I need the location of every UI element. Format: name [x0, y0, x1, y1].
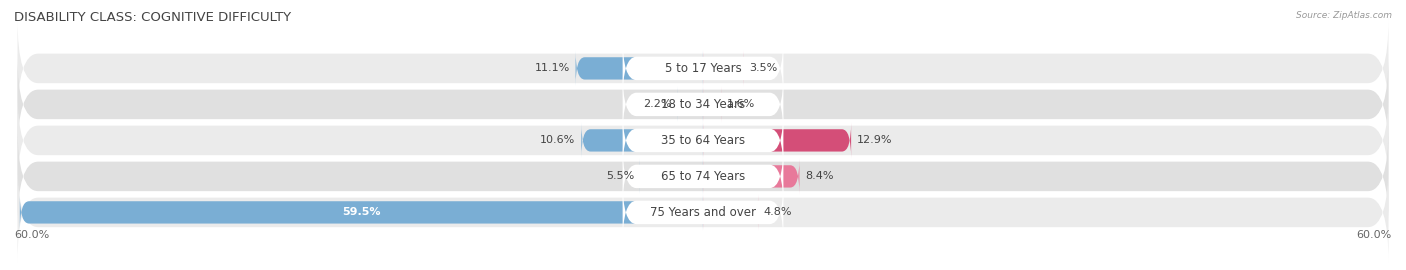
Text: 75 Years and over: 75 Years and over: [650, 206, 756, 219]
FancyBboxPatch shape: [17, 18, 1389, 119]
FancyBboxPatch shape: [17, 126, 1389, 227]
Text: 65 to 74 Years: 65 to 74 Years: [661, 170, 745, 183]
FancyBboxPatch shape: [703, 195, 758, 230]
Text: 10.6%: 10.6%: [540, 135, 575, 146]
Text: Source: ZipAtlas.com: Source: ZipAtlas.com: [1296, 11, 1392, 20]
FancyBboxPatch shape: [623, 109, 783, 172]
FancyBboxPatch shape: [623, 145, 783, 208]
Text: DISABILITY CLASS: COGNITIVE DIFFICULTY: DISABILITY CLASS: COGNITIVE DIFFICULTY: [14, 11, 291, 24]
FancyBboxPatch shape: [17, 54, 1389, 154]
Text: 1.6%: 1.6%: [727, 99, 755, 109]
Text: 8.4%: 8.4%: [806, 171, 834, 181]
Text: 35 to 64 Years: 35 to 64 Years: [661, 134, 745, 147]
Text: 60.0%: 60.0%: [14, 230, 49, 240]
FancyBboxPatch shape: [581, 123, 703, 158]
Text: 12.9%: 12.9%: [856, 135, 893, 146]
FancyBboxPatch shape: [17, 162, 1389, 262]
FancyBboxPatch shape: [623, 181, 783, 244]
Text: 3.5%: 3.5%: [749, 63, 778, 73]
FancyBboxPatch shape: [17, 90, 1389, 190]
FancyBboxPatch shape: [623, 37, 783, 100]
Text: 18 to 34 Years: 18 to 34 Years: [661, 98, 745, 111]
Text: 2.2%: 2.2%: [644, 99, 672, 109]
FancyBboxPatch shape: [703, 159, 800, 194]
FancyBboxPatch shape: [703, 87, 721, 122]
FancyBboxPatch shape: [703, 123, 851, 158]
Text: 5 to 17 Years: 5 to 17 Years: [665, 62, 741, 75]
FancyBboxPatch shape: [20, 195, 703, 230]
FancyBboxPatch shape: [623, 73, 783, 136]
Text: 11.1%: 11.1%: [534, 63, 569, 73]
FancyBboxPatch shape: [575, 51, 703, 86]
Text: 4.8%: 4.8%: [763, 207, 793, 217]
Text: 59.5%: 59.5%: [342, 207, 381, 217]
Text: 5.5%: 5.5%: [606, 171, 634, 181]
FancyBboxPatch shape: [678, 87, 703, 122]
FancyBboxPatch shape: [640, 159, 703, 194]
FancyBboxPatch shape: [703, 51, 744, 86]
Text: 60.0%: 60.0%: [1357, 230, 1392, 240]
